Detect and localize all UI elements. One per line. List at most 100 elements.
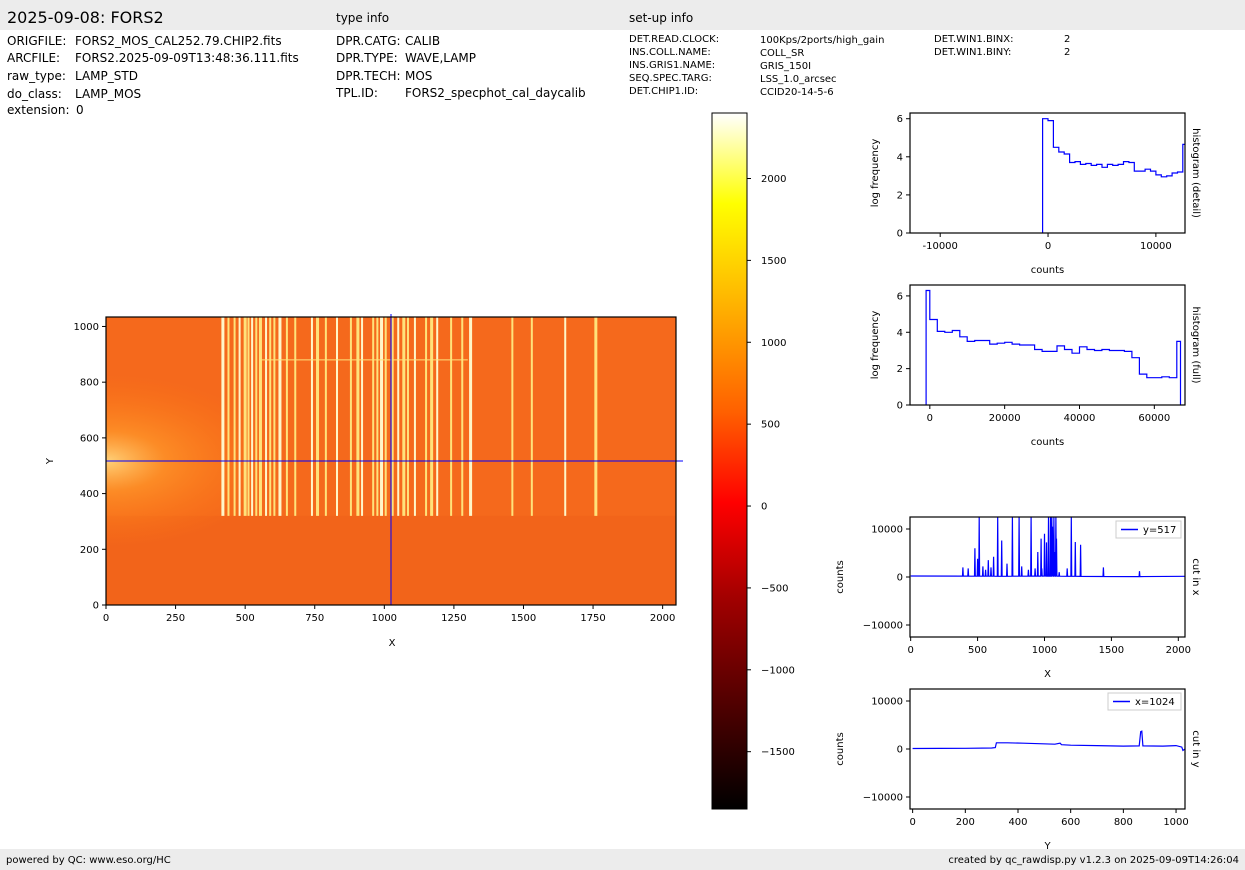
file-value: LAMP_STD: [75, 69, 138, 83]
y-tick-label: 10000: [871, 525, 903, 536]
y-axis-label: log frequency: [870, 139, 881, 208]
emission-line: [397, 317, 400, 516]
x-tick-label: 1500: [1099, 645, 1124, 656]
cut-line: [912, 730, 1186, 752]
setup-value: 2: [1064, 34, 1071, 45]
x-tick-label: 1250: [441, 613, 466, 624]
y-tick-label: 10000: [871, 697, 903, 708]
emission-line: [406, 317, 409, 516]
histogram-full-plot: 0 20000 40000 60000 0 2 4 6 counts log frequency h…: [870, 284, 1201, 448]
x-tick-label: 600: [1061, 817, 1080, 828]
y-tick-label: 0: [897, 573, 903, 584]
header-band: [0, 0, 1245, 30]
side-label: histogram (detail): [1190, 128, 1201, 218]
colorbar: −1500 −1000 −500 0 500 1000 1500 2000: [711, 112, 795, 810]
x-axis-label: X: [389, 638, 396, 649]
file-key: extension:: [7, 103, 70, 117]
x-tick-label: 60000: [1138, 413, 1170, 424]
x-axis-label: counts: [1031, 265, 1064, 276]
x-tick-label: 1000: [1163, 817, 1188, 828]
setup-key: DET.WIN1.BINY:: [934, 47, 1012, 58]
x-tick-label: 1000: [1032, 645, 1057, 656]
y-tick-label: 0: [897, 745, 903, 756]
x-tick-label: 500: [236, 613, 255, 624]
x-tick-label: 500: [968, 645, 987, 656]
file-key: do_class:: [7, 87, 62, 101]
setup-key: DET.CHIP1.ID:: [629, 86, 699, 97]
setup-value: COLL_SR: [760, 48, 805, 59]
emission-line: [233, 317, 236, 516]
y-tick-label: 800: [80, 378, 99, 389]
emission-line: [564, 317, 567, 516]
y-axis-label: counts: [835, 560, 846, 593]
x-tick-label: 0: [927, 413, 933, 424]
colorbar-tick-label: 2000: [761, 174, 786, 185]
x-tick-label: 0: [103, 613, 109, 624]
emission-line: [413, 317, 416, 516]
legend-box: [1107, 692, 1182, 711]
x-tick-label: 800: [1114, 817, 1133, 828]
colorbar-tick-label: 500: [761, 420, 780, 431]
emission-line: [372, 317, 375, 516]
emission-line: [273, 317, 276, 516]
emission-line: [316, 317, 320, 516]
file-value: FORS2.2025-09-09T13:48:36.111.fits: [75, 51, 299, 65]
x-tick-label: 200: [956, 817, 975, 828]
legend-label: x=1024: [1135, 697, 1175, 708]
emission-line: [530, 317, 533, 516]
setup-key: DET.READ.CLOCK:: [629, 34, 720, 45]
legend-box: [1115, 520, 1182, 539]
axes-frame: [105, 316, 677, 606]
type-key: DPR.TECH:: [336, 69, 401, 83]
footer-credit: powered by QC: www.eso.org/HC: [6, 855, 171, 866]
emission-line: [511, 317, 514, 516]
x-tick-label: -10000: [922, 241, 957, 252]
x-tick-label: 10000: [1140, 241, 1172, 252]
x-tick-label: 400: [1008, 817, 1027, 828]
y-tick-label: 0: [897, 401, 903, 412]
x-axis-label: X: [1044, 669, 1051, 680]
x-tick-label: 250: [166, 613, 185, 624]
cut-y-plot: 0 200 400 600 800 1000 −10000 0 10000 x=1024 Ycoun…: [835, 688, 1201, 852]
axes-frame: [909, 112, 1186, 234]
colorbar-tick-label: −500: [761, 583, 788, 594]
emission-line: [221, 317, 225, 516]
file-key: ARCFILE:: [7, 51, 61, 65]
emission-line: [247, 317, 250, 516]
emission-line: [376, 317, 379, 516]
emission-line: [594, 317, 598, 516]
legend-label: y=517: [1143, 525, 1176, 536]
x-tick-label: 2000: [650, 613, 675, 624]
setup-key: SEQ.SPEC.TARG:: [629, 73, 712, 84]
type-key: TPL.ID:: [336, 86, 378, 100]
emission-line: [269, 317, 272, 516]
emission-line: [402, 317, 406, 516]
emission-line: [436, 317, 439, 516]
setup-value: 100Kps/2ports/high_gain: [760, 35, 885, 46]
axes-frame: [909, 688, 1186, 810]
colorbar-tick-label: 1500: [761, 256, 786, 267]
x-tick-label: 0: [907, 645, 913, 656]
cut-line: [910, 516, 1185, 578]
histogram-detail-plot: -10000 0 10000 0 2 4 6 counts log frequency histo…: [870, 112, 1201, 276]
emission-line: [255, 317, 258, 516]
x-tick-label: 0: [909, 817, 915, 828]
y-tick-label: −10000: [863, 621, 903, 632]
emission-line: [349, 317, 352, 516]
emission-line: [380, 317, 384, 516]
x-axis-label: counts: [1031, 437, 1064, 448]
axes-frame: [909, 284, 1186, 406]
x-tick-label: 1750: [580, 613, 605, 624]
emission-line: [265, 317, 268, 516]
emission-line: [278, 317, 282, 516]
x-tick-label: 0: [1045, 241, 1051, 252]
y-tick-label: 2: [897, 190, 903, 201]
colorbar-tick-label: 1000: [761, 338, 786, 349]
type-value: MOS: [405, 69, 433, 83]
emission-line: [361, 317, 364, 516]
emission-line: [324, 317, 327, 516]
file-value: 0: [76, 103, 84, 117]
x-tick-label: 2000: [1166, 645, 1191, 656]
x-tick-label: 750: [305, 613, 324, 624]
emission-line: [310, 317, 313, 516]
